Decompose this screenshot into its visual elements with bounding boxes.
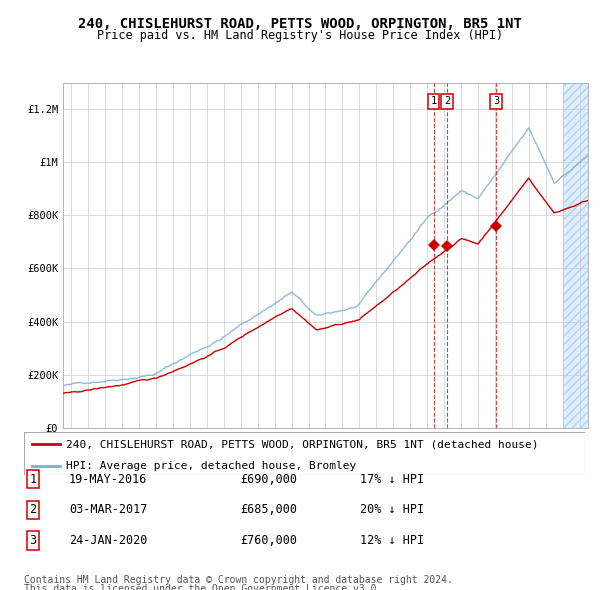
Text: HPI: Average price, detached house, Bromley: HPI: Average price, detached house, Brom… [66, 461, 356, 471]
Text: 1: 1 [430, 96, 437, 106]
Text: 12% ↓ HPI: 12% ↓ HPI [360, 534, 424, 547]
Text: This data is licensed under the Open Government Licence v3.0.: This data is licensed under the Open Gov… [24, 584, 382, 590]
Text: Contains HM Land Registry data © Crown copyright and database right 2024.: Contains HM Land Registry data © Crown c… [24, 575, 453, 585]
Text: 2: 2 [444, 96, 450, 106]
Text: 240, CHISLEHURST ROAD, PETTS WOOD, ORPINGTON, BR5 1NT (detached house): 240, CHISLEHURST ROAD, PETTS WOOD, ORPIN… [66, 440, 539, 450]
Text: 2: 2 [29, 503, 37, 516]
Text: 24-JAN-2020: 24-JAN-2020 [69, 534, 148, 547]
Text: 1: 1 [29, 473, 37, 486]
Text: £760,000: £760,000 [240, 534, 297, 547]
Text: 3: 3 [29, 534, 37, 547]
Text: Price paid vs. HM Land Registry's House Price Index (HPI): Price paid vs. HM Land Registry's House … [97, 30, 503, 42]
Text: £690,000: £690,000 [240, 473, 297, 486]
Text: £685,000: £685,000 [240, 503, 297, 516]
FancyBboxPatch shape [24, 432, 585, 475]
Text: 20% ↓ HPI: 20% ↓ HPI [360, 503, 424, 516]
Text: 17% ↓ HPI: 17% ↓ HPI [360, 473, 424, 486]
Bar [563, 83, 588, 428]
Text: 3: 3 [493, 96, 499, 106]
Text: 19-MAY-2016: 19-MAY-2016 [69, 473, 148, 486]
Text: 03-MAR-2017: 03-MAR-2017 [69, 503, 148, 516]
Text: 240, CHISLEHURST ROAD, PETTS WOOD, ORPINGTON, BR5 1NT: 240, CHISLEHURST ROAD, PETTS WOOD, ORPIN… [78, 17, 522, 31]
